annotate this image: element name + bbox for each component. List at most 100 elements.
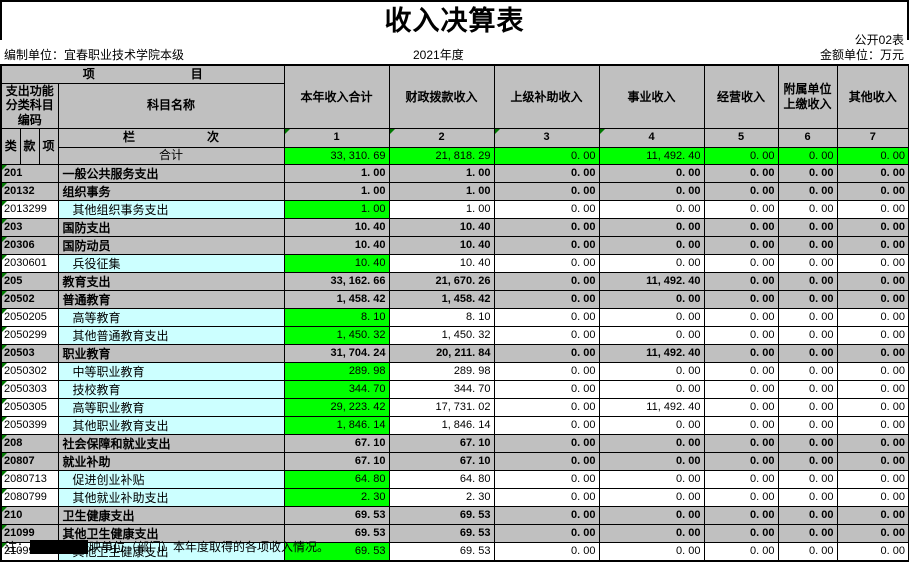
row-code-cell: 2050302 — [0, 361, 59, 381]
row-value-cell: 1, 458. 42 — [388, 289, 495, 309]
row-value-cell: 0. 00 — [836, 523, 909, 543]
row-code-cell: 2013299 — [0, 199, 59, 219]
table-body: 201 一般公共服务支出 1. 00 1. 00 0. 00 0. 00 0. … — [0, 163, 909, 561]
row-value-cell: 11, 492. 40 — [598, 397, 705, 417]
row-value-cell: 0. 00 — [493, 523, 600, 543]
row-value-cell: 344. 70 — [283, 379, 390, 399]
row-code-cell: 20503 — [0, 343, 59, 363]
table-row: 2050303 技校教育 344. 70 344. 70 0. 00 0. 00… — [0, 379, 909, 399]
row-value-cell: 0. 00 — [493, 217, 600, 237]
row-value-cell: 1. 00 — [388, 163, 495, 183]
total-row-label: 合计 — [57, 146, 285, 165]
row-value-cell: 0. 00 — [703, 253, 779, 273]
row-value-cell: 0. 00 — [836, 181, 909, 201]
row-name-cell: 教育支出 — [57, 271, 285, 291]
row-value-cell: 0. 00 — [598, 253, 705, 273]
table-row: 20306 国防动员 10. 40 10. 40 0. 00 0. 00 0. … — [0, 235, 909, 255]
col-header-other: 其他收入 — [836, 64, 909, 129]
row-value-cell: 0. 00 — [493, 451, 600, 471]
col-header-subsidy: 上级补助收入 — [493, 64, 600, 129]
row-value-cell: 8. 10 — [388, 307, 495, 327]
row-value-cell: 69. 53 — [388, 505, 495, 525]
row-value-cell: 10. 40 — [388, 253, 495, 273]
row-value-cell: 10. 40 — [388, 217, 495, 237]
table-row: 2013299 其他组织事务支出 1. 00 1. 00 0. 00 0. 00… — [0, 199, 909, 219]
row-value-cell: 0. 00 — [703, 217, 779, 237]
row-value-cell: 0. 00 — [703, 469, 779, 489]
row-value-cell: 0. 00 — [493, 271, 600, 291]
row-value-cell: 0. 00 — [777, 343, 838, 363]
row-code-cell: 2050205 — [0, 307, 59, 327]
row-value-cell: 8. 10 — [283, 307, 390, 327]
row-value-cell: 64. 80 — [283, 469, 390, 489]
row-name-cell: 就业补助 — [57, 451, 285, 471]
row-value-cell: 0. 00 — [836, 163, 909, 183]
row-value-cell: 0. 00 — [493, 181, 600, 201]
row-value-cell: 0. 00 — [703, 235, 779, 255]
row-code-cell: 2050305 — [0, 397, 59, 417]
row-code-cell: 20807 — [0, 451, 59, 471]
row-code-cell: 20132 — [0, 181, 59, 201]
income-table: 项 目 本年收入合计 财政拨款收入 上级补助收入 事业收入 经营收入 附属单位上… — [0, 64, 909, 562]
row-value-cell: 0. 00 — [703, 379, 779, 399]
row-value-cell: 0. 00 — [777, 415, 838, 435]
row-name-cell: 其他职业教育支出 — [57, 415, 285, 435]
row-value-cell: 344. 70 — [388, 379, 495, 399]
row-value-cell: 0. 00 — [836, 379, 909, 399]
table-row: 201 一般公共服务支出 1. 00 1. 00 0. 00 0. 00 0. … — [0, 163, 909, 183]
subject-name-header: 科目名称 — [57, 82, 285, 129]
row-value-cell: 0. 00 — [836, 397, 909, 417]
row-value-cell: 0. 00 — [836, 487, 909, 507]
row-value-cell: 0. 00 — [598, 415, 705, 435]
row-value-cell: 1. 00 — [283, 199, 390, 219]
row-value-cell: 1, 450. 32 — [283, 325, 390, 345]
row-value-cell: 0. 00 — [777, 307, 838, 327]
row-value-cell: 0. 00 — [703, 325, 779, 345]
row-name-cell: 职业教育 — [57, 343, 285, 363]
row-value-cell: 0. 00 — [777, 325, 838, 345]
row-code-cell: 20502 — [0, 289, 59, 309]
row-value-cell: 0. 00 — [703, 415, 779, 435]
row-name-cell: 其他卫生健康支出 — [57, 523, 285, 543]
row-value-cell: 0. 00 — [836, 469, 909, 489]
column-number: 2 — [388, 127, 495, 148]
row-value-cell: 0. 00 — [836, 451, 909, 471]
row-name-cell: 中等职业教育 — [57, 361, 285, 381]
table-row: 2050305 高等职业教育 29, 223. 42 17, 731. 02 0… — [0, 397, 909, 417]
row-name-cell: 普通教育 — [57, 289, 285, 309]
row-value-cell: 33, 162. 66 — [283, 271, 390, 291]
amount-unit-label: 金额单位：万元 — [819, 48, 904, 62]
row-value-cell: 0. 00 — [493, 433, 600, 453]
col-header-operating: 经营收入 — [703, 64, 779, 129]
row-value-cell: 0. 00 — [777, 271, 838, 291]
row-code-cell: 2050303 — [0, 379, 59, 399]
footnote: 注： 映单位（部门）本年度取得的各项收入情况。 — [0, 537, 909, 556]
row-name-cell: 组织事务 — [57, 181, 285, 201]
column-number: 6 — [777, 127, 838, 148]
row-value-cell: 0. 00 — [836, 343, 909, 363]
row-value-cell: 289. 98 — [283, 361, 390, 381]
sub-code-header-section: 款 — [19, 127, 40, 165]
table-row: 20503 职业教育 31, 704. 24 20, 211. 84 0. 00… — [0, 343, 909, 363]
row-value-cell: 0. 00 — [703, 487, 779, 507]
row-name-cell: 技校教育 — [57, 379, 285, 399]
row-value-cell: 29, 223. 42 — [283, 397, 390, 417]
row-value-cell: 0. 00 — [598, 289, 705, 309]
title-band: 收入决算表 — [0, 0, 909, 40]
row-value-cell: 0. 00 — [703, 289, 779, 309]
row-value-cell: 0. 00 — [836, 325, 909, 345]
row-value-cell: 0. 00 — [598, 433, 705, 453]
footnote-text: 映单位（部门）本年度取得的各项收入情况。 — [89, 540, 330, 554]
column-number: 4 — [598, 127, 705, 148]
row-value-cell: 0. 00 — [777, 487, 838, 507]
redaction-box — [30, 539, 89, 554]
row-value-cell: 0. 00 — [598, 361, 705, 381]
row-name-cell: 促进创业补贴 — [57, 469, 285, 489]
row-value-cell: 0. 00 — [598, 181, 705, 201]
row-code-cell: 2050299 — [0, 325, 59, 345]
project-header: 项 目 — [0, 64, 285, 84]
code-header: 支出功能 分类科目 编码 — [0, 82, 59, 129]
row-value-cell: 0. 00 — [703, 433, 779, 453]
column-number: 7 — [836, 127, 909, 148]
row-value-cell: 10. 40 — [283, 235, 390, 255]
